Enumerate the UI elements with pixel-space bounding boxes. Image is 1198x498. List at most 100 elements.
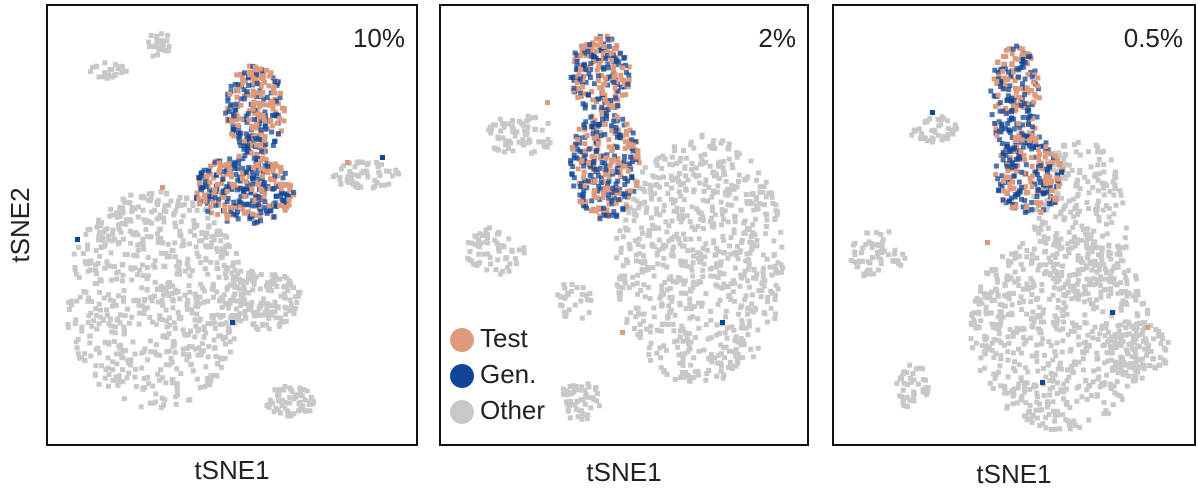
- point: [127, 200, 133, 206]
- point: [1038, 209, 1044, 215]
- point: [1009, 251, 1015, 257]
- point: [634, 182, 640, 188]
- point: [1091, 228, 1097, 234]
- point: [611, 195, 617, 201]
- point: [773, 202, 779, 208]
- point: [96, 237, 102, 243]
- point: [864, 268, 870, 274]
- point: [920, 387, 926, 393]
- point: [603, 155, 609, 161]
- point: [1087, 278, 1093, 284]
- point: [117, 214, 123, 220]
- point: [600, 52, 606, 58]
- point: [181, 242, 187, 248]
- point: [257, 104, 263, 110]
- point: [126, 320, 132, 326]
- point: [1156, 328, 1162, 334]
- point: [1051, 285, 1057, 291]
- point: [623, 128, 629, 134]
- point: [1102, 276, 1108, 282]
- point: [235, 123, 241, 129]
- point: [1020, 241, 1026, 247]
- point: [107, 297, 113, 303]
- point: [1123, 362, 1129, 368]
- point: [1022, 157, 1028, 163]
- point: [695, 316, 701, 322]
- point: [251, 320, 257, 326]
- point: [609, 192, 615, 198]
- point: [620, 65, 626, 71]
- point: [224, 188, 230, 194]
- point: [677, 182, 683, 188]
- point: [96, 301, 102, 307]
- point: [474, 234, 480, 240]
- point: [250, 106, 256, 112]
- point: [1025, 369, 1031, 375]
- point: [711, 169, 717, 175]
- point: [997, 363, 1003, 369]
- point: [911, 394, 917, 400]
- point: [97, 307, 103, 313]
- point: [111, 264, 117, 270]
- point: [688, 264, 694, 270]
- point: [268, 177, 274, 183]
- point: [162, 397, 168, 403]
- point: [746, 262, 752, 268]
- point: [1031, 283, 1037, 289]
- point: [744, 225, 750, 231]
- point: [1061, 155, 1067, 161]
- point: [211, 175, 217, 181]
- point: [902, 255, 908, 261]
- point: [1117, 252, 1123, 258]
- point: [1019, 131, 1025, 137]
- point: [973, 340, 979, 346]
- point: [153, 391, 159, 397]
- point: [230, 124, 236, 130]
- point: [217, 321, 223, 327]
- point: [611, 63, 617, 69]
- point: [96, 234, 102, 240]
- point: [695, 372, 701, 378]
- point: [1042, 271, 1048, 277]
- point: [105, 355, 111, 361]
- point: [688, 306, 694, 312]
- point: [570, 383, 576, 389]
- point: [167, 362, 173, 368]
- point: [595, 78, 601, 84]
- point: [1045, 361, 1051, 367]
- point: [85, 298, 91, 304]
- point: [245, 92, 251, 98]
- point: [1024, 100, 1030, 106]
- point: [1085, 236, 1091, 242]
- point: [605, 107, 611, 113]
- point: [601, 66, 607, 72]
- point: [1019, 81, 1025, 87]
- point: [1150, 336, 1156, 342]
- point: [225, 195, 231, 201]
- point: [628, 154, 634, 160]
- point: [709, 359, 715, 365]
- point: [1084, 387, 1090, 393]
- point: [1086, 417, 1092, 423]
- point: [1090, 379, 1096, 385]
- point: [742, 230, 748, 236]
- point: [709, 145, 715, 151]
- point: [197, 301, 203, 307]
- point: [1019, 196, 1025, 202]
- point: [1057, 327, 1063, 333]
- point: [567, 389, 573, 395]
- point: [1084, 199, 1090, 205]
- point: [1082, 287, 1088, 293]
- point: [96, 350, 102, 356]
- point: [1039, 221, 1045, 227]
- point: [578, 298, 584, 304]
- point: [767, 264, 773, 270]
- point: [749, 241, 755, 247]
- point: [87, 333, 93, 339]
- point: [647, 296, 653, 302]
- point: [259, 155, 265, 161]
- point: [487, 124, 493, 130]
- point: [1010, 329, 1016, 335]
- point: [209, 234, 215, 240]
- point: [651, 191, 657, 197]
